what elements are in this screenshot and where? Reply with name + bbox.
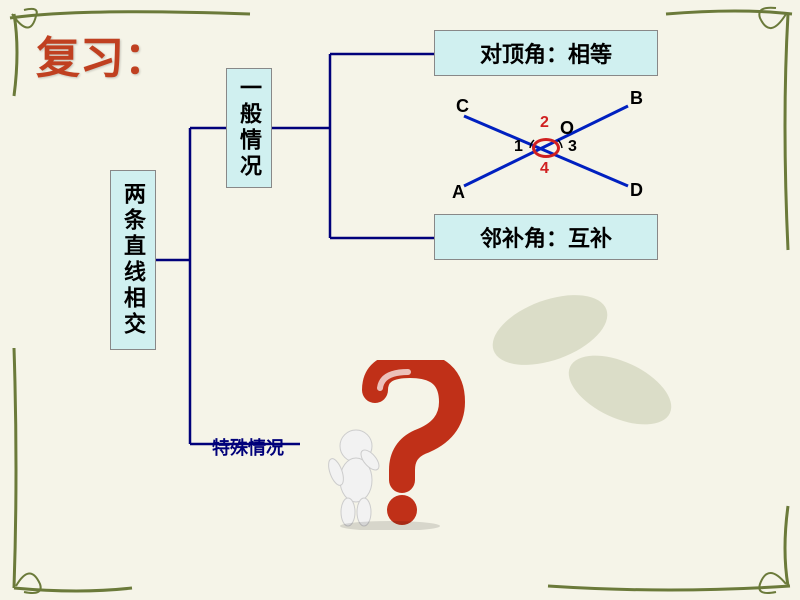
- label-O: O: [560, 118, 574, 139]
- angle-diagram: A C B D O 1 2 3 4: [434, 86, 658, 206]
- corner-deco-top-right: [660, 0, 800, 260]
- root-box-label: 两条直线相交: [117, 182, 149, 338]
- label-D: D: [630, 180, 643, 201]
- root-box: 两条直线相交: [110, 170, 156, 350]
- label-B: B: [630, 88, 643, 109]
- num-1: 1: [514, 138, 523, 156]
- watermark-leaves: [470, 250, 690, 470]
- branch1-box-label: 一般情况: [233, 76, 265, 180]
- branch2-label: 特殊情况: [212, 434, 284, 460]
- page-title: 复习：: [36, 22, 168, 86]
- corner-deco-bottom-left: [0, 340, 140, 600]
- num-4: 4: [540, 160, 549, 178]
- leaf1-label: 对顶角：相等: [480, 37, 612, 69]
- circle-marker: [532, 138, 560, 158]
- leaf2-label: 邻补角：互补: [480, 221, 612, 253]
- num-3: 3: [568, 138, 577, 156]
- num-2: 2: [540, 114, 549, 132]
- branch1-box: 一般情况: [226, 68, 272, 188]
- question-mark-figure: [320, 360, 480, 530]
- leaf1-box: 对顶角：相等: [434, 30, 658, 76]
- label-A: A: [452, 182, 465, 203]
- label-C: C: [456, 96, 469, 117]
- leaf2-box: 邻补角：互补: [434, 214, 658, 260]
- corner-deco-bottom-right: [540, 500, 800, 600]
